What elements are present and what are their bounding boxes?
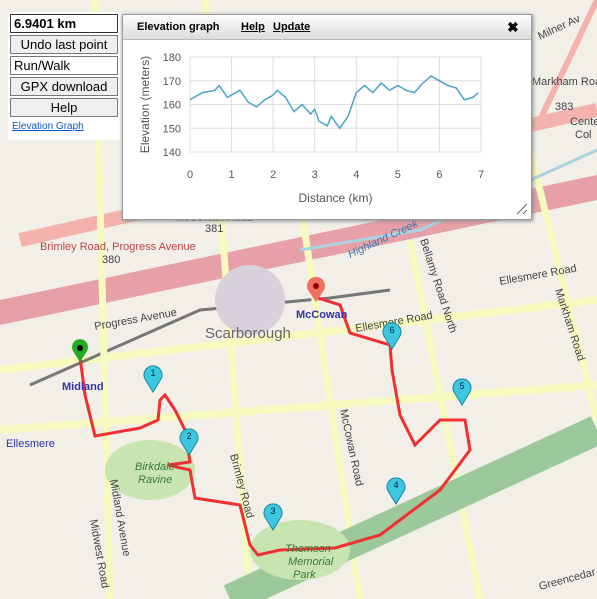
elevation-chart: 140 150 160 170 180 0 1 2 3 4 5 6 7 Distance (km) Elev… [138,52,528,215]
y-tick-label: 170 [163,76,181,88]
elevation-link[interactable]: Elevation Graph [12,121,84,132]
mode-select[interactable]: Run/Walk [10,56,118,75]
waypoint-label: 6 [389,325,394,335]
waypoint-marker [386,477,406,505]
map-label: Ravine [138,474,172,486]
waypoint-marker [452,378,472,406]
waypoint-marker [179,428,199,456]
map-label: Brimley Road, Progress Avenue [40,241,196,253]
waypoint-label: 4 [393,480,398,490]
y-tick-label: 150 [163,123,181,135]
map-label: Col [575,129,592,141]
waypoint-marker [263,503,283,531]
panel-title: Elevation graph [137,21,220,33]
panel-header: Elevation graph Help Update ✖ [123,15,531,40]
map-label: Scarborough [205,325,291,342]
map-label: Cente [570,116,597,128]
elevation-panel: Elevation graph Help Update ✖ 140 150 160 1… [122,14,532,220]
y-tick-label: 180 [163,52,181,64]
x-tick-label: 1 [229,169,235,181]
y-tick-label: 160 [163,100,181,112]
x-tick-label: 7 [478,169,484,181]
resize-handle [516,203,528,215]
x-tick-label: 6 [436,169,442,181]
elevation-line [189,75,479,130]
map-label: Midland [62,381,104,393]
x-tick-label: 5 [395,169,401,181]
end-marker [307,276,325,302]
route [78,296,472,557]
map-label: Memorial [288,556,334,568]
map-label: 380 [102,254,120,266]
help-button[interactable]: Help [10,98,118,117]
map-label: Birkdale [135,461,175,473]
waypoint-marker [143,365,163,393]
x-tick-label: 4 [353,169,359,181]
controls: 6.9401 km Undo last point Run/Walk GPX d… [8,12,120,140]
x-tick-label: 2 [270,169,276,181]
waypoint-label: 1 [150,368,155,378]
waypoint-marker [382,322,402,350]
map-label: Park [293,569,316,581]
map-label: Markham Road [532,76,597,88]
distance-field: 6.9401 km [10,14,118,33]
waypoint-label: 2 [186,431,191,441]
update-link[interactable]: Update [273,21,311,33]
undo-button[interactable]: Undo last point [10,35,118,54]
x-tick-label: 3 [312,169,318,181]
map-label: 381 [205,223,223,235]
map-label: Thomson [285,543,331,555]
y-tick-label: 140 [163,147,181,159]
x-tick-label: 0 [187,169,193,181]
map-label: McCowan [296,309,348,321]
map-label: Ellesmere [6,438,55,450]
map-label: 383 [555,101,573,113]
close-button[interactable]: ✖ [507,19,519,35]
help-link[interactable]: Help [241,21,265,33]
waypoint-label: 3 [270,506,275,516]
x-axis-label: Distance (km) [298,191,372,205]
map-label: Greencedar [538,566,597,593]
start-marker [72,339,88,362]
y-axis-label: Elevation (meters) [138,56,152,153]
gpx-button[interactable]: GPX download [10,77,118,96]
waypoint-label: 5 [459,381,464,391]
